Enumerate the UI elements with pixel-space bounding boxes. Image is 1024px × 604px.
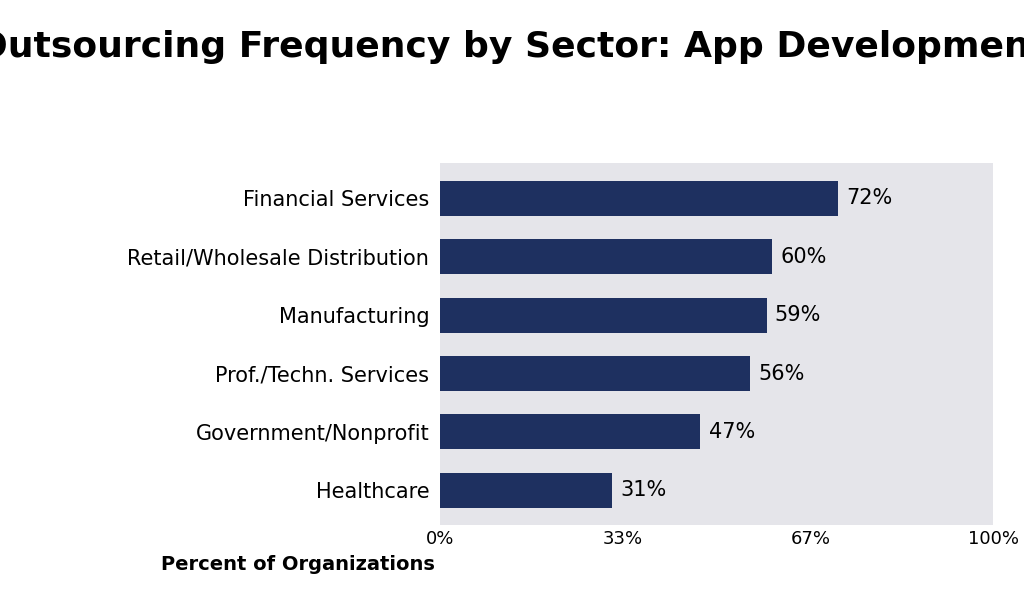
Text: 60%: 60%	[780, 246, 826, 266]
Bar	[440, 239, 772, 274]
Text: Outsourcing Frequency by Sector: App Development: Outsourcing Frequency by Sector: App Dev…	[0, 30, 1024, 64]
Text: 56%: 56%	[758, 364, 805, 384]
Bar	[440, 356, 750, 391]
Bar	[440, 414, 700, 449]
Text: 47%: 47%	[709, 422, 755, 442]
Text: 59%: 59%	[775, 305, 821, 325]
Bar	[440, 298, 767, 333]
Text: 72%: 72%	[847, 188, 893, 208]
Text: 31%: 31%	[621, 480, 667, 500]
Bar	[440, 181, 839, 216]
Text: Percent of Organizations: Percent of Organizations	[162, 555, 435, 574]
Bar	[440, 473, 611, 508]
